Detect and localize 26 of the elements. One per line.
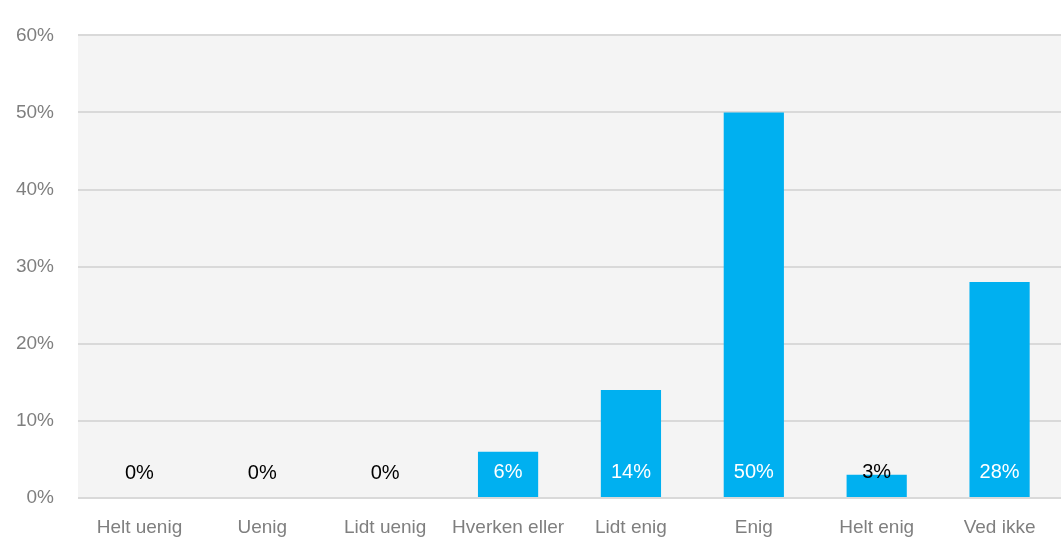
data-label: 50% — [733, 459, 775, 482]
data-label: 0% — [124, 460, 155, 483]
y-tick-label: 20% — [15, 332, 55, 354]
bar — [723, 112, 784, 497]
x-tick-label: Helt uenig — [96, 515, 183, 537]
x-tick-label: Hverken eller — [452, 515, 565, 537]
data-label: 28% — [979, 459, 1020, 482]
y-tick-label: 40% — [15, 177, 55, 199]
bar — [969, 282, 1030, 497]
data-label: 0% — [370, 460, 400, 483]
data-label: 14% — [610, 459, 652, 482]
x-tick-label: Lidt uenig — [343, 515, 427, 537]
bar — [600, 390, 662, 497]
x-tick-label: Lidt enig — [595, 515, 667, 537]
y-tick-label: 30% — [15, 254, 55, 276]
bar — [477, 451, 539, 497]
data-label: 0% — [247, 460, 277, 483]
y-tick-label: 60% — [15, 23, 55, 45]
x-tick-label: Enig — [734, 515, 773, 537]
data-label: 6% — [493, 459, 523, 482]
y-tick-label: 0% — [26, 486, 55, 508]
x-tick-label: Helt enig — [839, 515, 915, 537]
y-tick-label: 50% — [15, 100, 55, 122]
x-tick-label: Ved ikke — [963, 515, 1036, 537]
y-tick-label: 10% — [15, 409, 55, 431]
x-tick-label: Uenig — [237, 515, 288, 537]
